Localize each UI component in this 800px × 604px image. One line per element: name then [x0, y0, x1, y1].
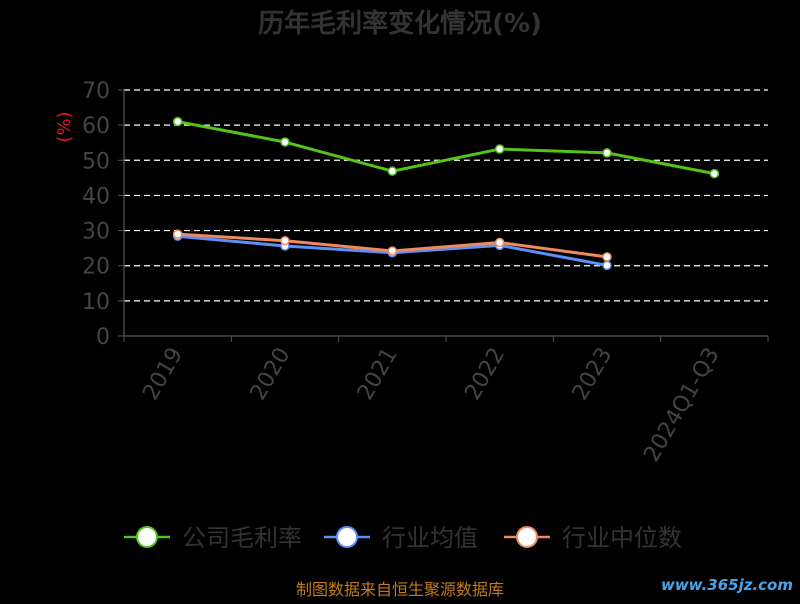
series-group: [172, 229, 612, 262]
x-tick-label: 2020: [246, 344, 296, 405]
y-tick-label: 70: [82, 79, 110, 104]
data-point: [280, 137, 290, 147]
y-tick-label: 20: [82, 255, 110, 280]
legend-swatch-marker: [336, 526, 358, 548]
series-group: [172, 116, 720, 179]
data-point: [494, 237, 505, 248]
legend-item: 行业中位数: [504, 524, 682, 552]
watermark: www.365jz.com: [661, 576, 793, 594]
data-point: [602, 252, 612, 262]
legend-swatch-marker: [136, 526, 158, 548]
series-line: [177, 120, 715, 176]
x-tick-label: 2022: [460, 343, 510, 404]
series-lines: [172, 116, 720, 271]
data-point: [172, 116, 183, 127]
y-axis-label: (%): [54, 111, 75, 142]
data-point: [387, 246, 398, 256]
legend-item: 公司毛利率: [124, 524, 302, 552]
chart-title: 历年毛利率变化情况(%): [258, 8, 542, 39]
data-point: [494, 144, 505, 154]
legend-item: 行业均值: [324, 524, 478, 552]
legend: 公司毛利率 行业均值 行业中位数: [124, 524, 682, 552]
data-point: [602, 260, 612, 271]
x-tick-label: 2021: [353, 344, 403, 405]
y-tick-label: 40: [82, 184, 110, 209]
legend-label: 公司毛利率: [182, 524, 302, 552]
grid-lines: [124, 89, 768, 302]
y-tick-label: 10: [82, 290, 110, 315]
data-point: [602, 148, 612, 158]
data-point: [709, 168, 720, 179]
y-tick-label: 30: [82, 220, 110, 245]
legend-label: 行业中位数: [562, 524, 682, 552]
x-tick-label: 2024Q1-Q3: [639, 344, 724, 467]
axes: 0 10 20 30 40 50 60 70 2019 2020 2021 2022 2023 2024Q…: [82, 79, 769, 467]
data-point: [387, 166, 398, 176]
data-point: [280, 236, 290, 246]
x-tick-label: 2023: [568, 344, 618, 405]
legend-swatch-marker: [516, 526, 538, 548]
y-tick-label: 50: [82, 149, 110, 174]
x-tick-label: 2019: [138, 344, 188, 405]
legend-label: 行业均值: [382, 524, 478, 552]
data-point: [172, 229, 183, 239]
data-source-note: 制图数据来自恒生聚源数据库: [296, 580, 504, 599]
y-tick-label: 0: [96, 325, 110, 350]
y-tick-label: 60: [82, 114, 110, 139]
